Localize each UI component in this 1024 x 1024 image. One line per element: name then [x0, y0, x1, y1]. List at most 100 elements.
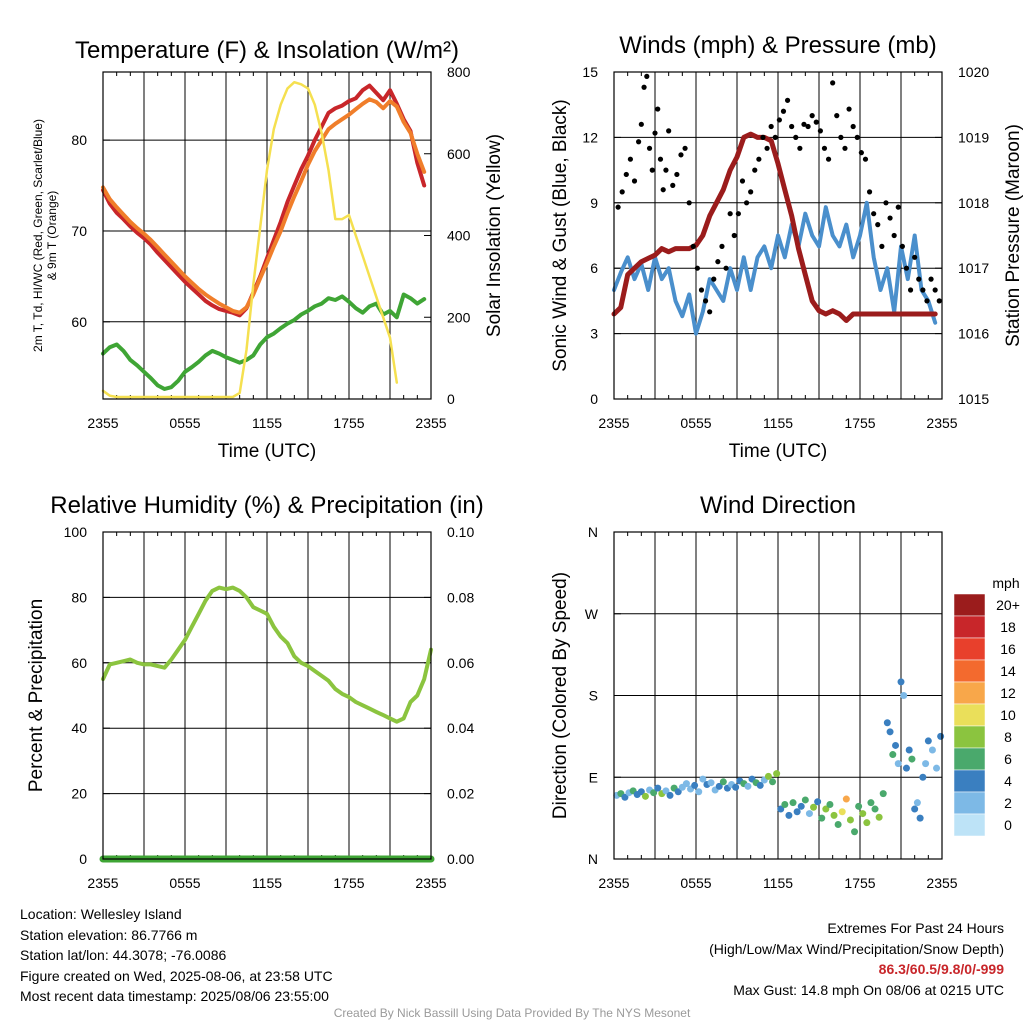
station-latlon: Station lat/lon: 44.3078; -76.0086	[20, 947, 227, 963]
y-tick-label: 20	[71, 786, 87, 802]
direction-point	[810, 803, 818, 811]
direction-point	[879, 790, 887, 798]
legend-label: 18	[1000, 619, 1016, 635]
y-right-tick-label: 1018	[958, 195, 989, 211]
gust-point	[924, 298, 930, 304]
gust-point	[776, 117, 782, 123]
gust-point	[793, 134, 799, 140]
direction-point	[913, 799, 921, 807]
gust-point	[854, 134, 860, 140]
gust-point	[858, 150, 864, 156]
legend-label: 2	[1004, 795, 1012, 811]
y-right-tick-label: 1015	[958, 391, 989, 407]
gust-point	[797, 145, 803, 151]
y-right-tick-label: 1019	[958, 129, 989, 145]
direction-point	[637, 788, 645, 796]
gust-point	[715, 259, 721, 265]
gust-point	[813, 119, 819, 125]
y-tick-label: 40	[71, 720, 87, 736]
gust-point	[883, 200, 889, 206]
gust-point	[830, 80, 836, 86]
direction-point	[756, 781, 764, 789]
gust-point	[760, 134, 766, 140]
direction-point	[937, 732, 945, 740]
x-tick-label: 2355	[87, 875, 118, 891]
legend-label: 20+	[996, 597, 1020, 613]
legend-title: mph	[992, 575, 1019, 591]
direction-point	[773, 770, 781, 778]
direction-point	[744, 782, 752, 790]
x-tick-label: 1155	[763, 875, 793, 891]
y-right-tick-label: 1020	[958, 64, 989, 80]
gust-point	[707, 309, 713, 315]
x-tick-label: 1155	[252, 415, 282, 431]
direction-point	[674, 788, 682, 796]
direction-point	[715, 782, 723, 790]
gust-point	[702, 298, 709, 304]
direction-point	[785, 811, 793, 819]
x-tick-label: 2355	[598, 415, 629, 431]
y-right-tick-label: 600	[447, 146, 471, 162]
legend-swatch	[953, 615, 986, 639]
y-right-tick-label: 1017	[958, 260, 989, 276]
legend-swatch	[953, 637, 986, 661]
gust-point	[936, 298, 942, 304]
gust-point	[682, 145, 688, 151]
y-right-tick-label: 0.06	[447, 655, 474, 671]
gust-point	[834, 113, 840, 119]
y-tick-label: W	[585, 606, 599, 622]
x-tick-label: 1755	[333, 875, 364, 891]
gust-point	[801, 121, 807, 127]
x-tick-label: 0555	[680, 415, 711, 431]
series-line-relative-humidity	[101, 585, 433, 724]
legend-label: 0	[1004, 817, 1012, 833]
gust-point	[739, 178, 746, 184]
direction-point	[695, 788, 703, 796]
y-tick-label: 80	[71, 589, 87, 605]
gust-point	[825, 156, 832, 162]
plot-frame	[102, 71, 432, 400]
x-tick-label: 2355	[926, 875, 957, 891]
series-line-solar-insolation	[101, 80, 399, 399]
gust-point	[644, 73, 650, 79]
gust-point	[891, 232, 897, 239]
y-tick-label: 0	[79, 851, 87, 867]
direction-point	[855, 802, 863, 810]
direction-point	[805, 810, 813, 818]
direction-point	[777, 805, 785, 813]
gust-point	[895, 204, 901, 210]
panel-title: Relative Humidity (%) & Precipitation (i…	[50, 492, 483, 519]
y-right-tick-label: 200	[447, 309, 471, 325]
direction-point	[719, 778, 727, 786]
y-tick-label: 9	[590, 195, 598, 211]
gust-point	[789, 123, 795, 130]
gust-point	[678, 152, 684, 158]
y-tick-label: N	[588, 851, 598, 867]
gust-point	[871, 211, 877, 217]
extremes-heading: Extremes For Past 24 Hours	[827, 920, 1004, 936]
direction-point	[905, 746, 913, 754]
gust-point	[652, 130, 658, 136]
gust-point	[627, 156, 634, 162]
direction-point	[902, 764, 910, 772]
legend-swatch	[953, 659, 986, 683]
y-right-tick-label: 0.02	[447, 786, 474, 802]
gust-point	[674, 171, 680, 178]
direction-point	[641, 792, 649, 800]
max-gust: Max Gust: 14.8 mph On 08/06 at 0215 UTC	[733, 981, 1004, 998]
gust-point	[764, 145, 770, 151]
legend-swatch	[953, 593, 986, 617]
credit-line: Created By Nick Bassill Using Data Provi…	[333, 1006, 691, 1020]
direction-point	[851, 828, 859, 836]
gust-point	[690, 243, 696, 249]
gust-point	[748, 189, 754, 195]
x-tick-label: 2355	[415, 875, 446, 891]
legend-swatch	[953, 703, 986, 727]
y-right-tick-label: 0.08	[447, 589, 474, 605]
direction-point	[883, 719, 891, 727]
direction-point	[830, 811, 838, 819]
gust-point	[743, 200, 750, 206]
x-tick-label: 2355	[87, 415, 118, 431]
panel-title: Temperature (F) & Insolation (W/m²)	[75, 37, 459, 64]
x-tick-label: 2355	[598, 875, 629, 891]
